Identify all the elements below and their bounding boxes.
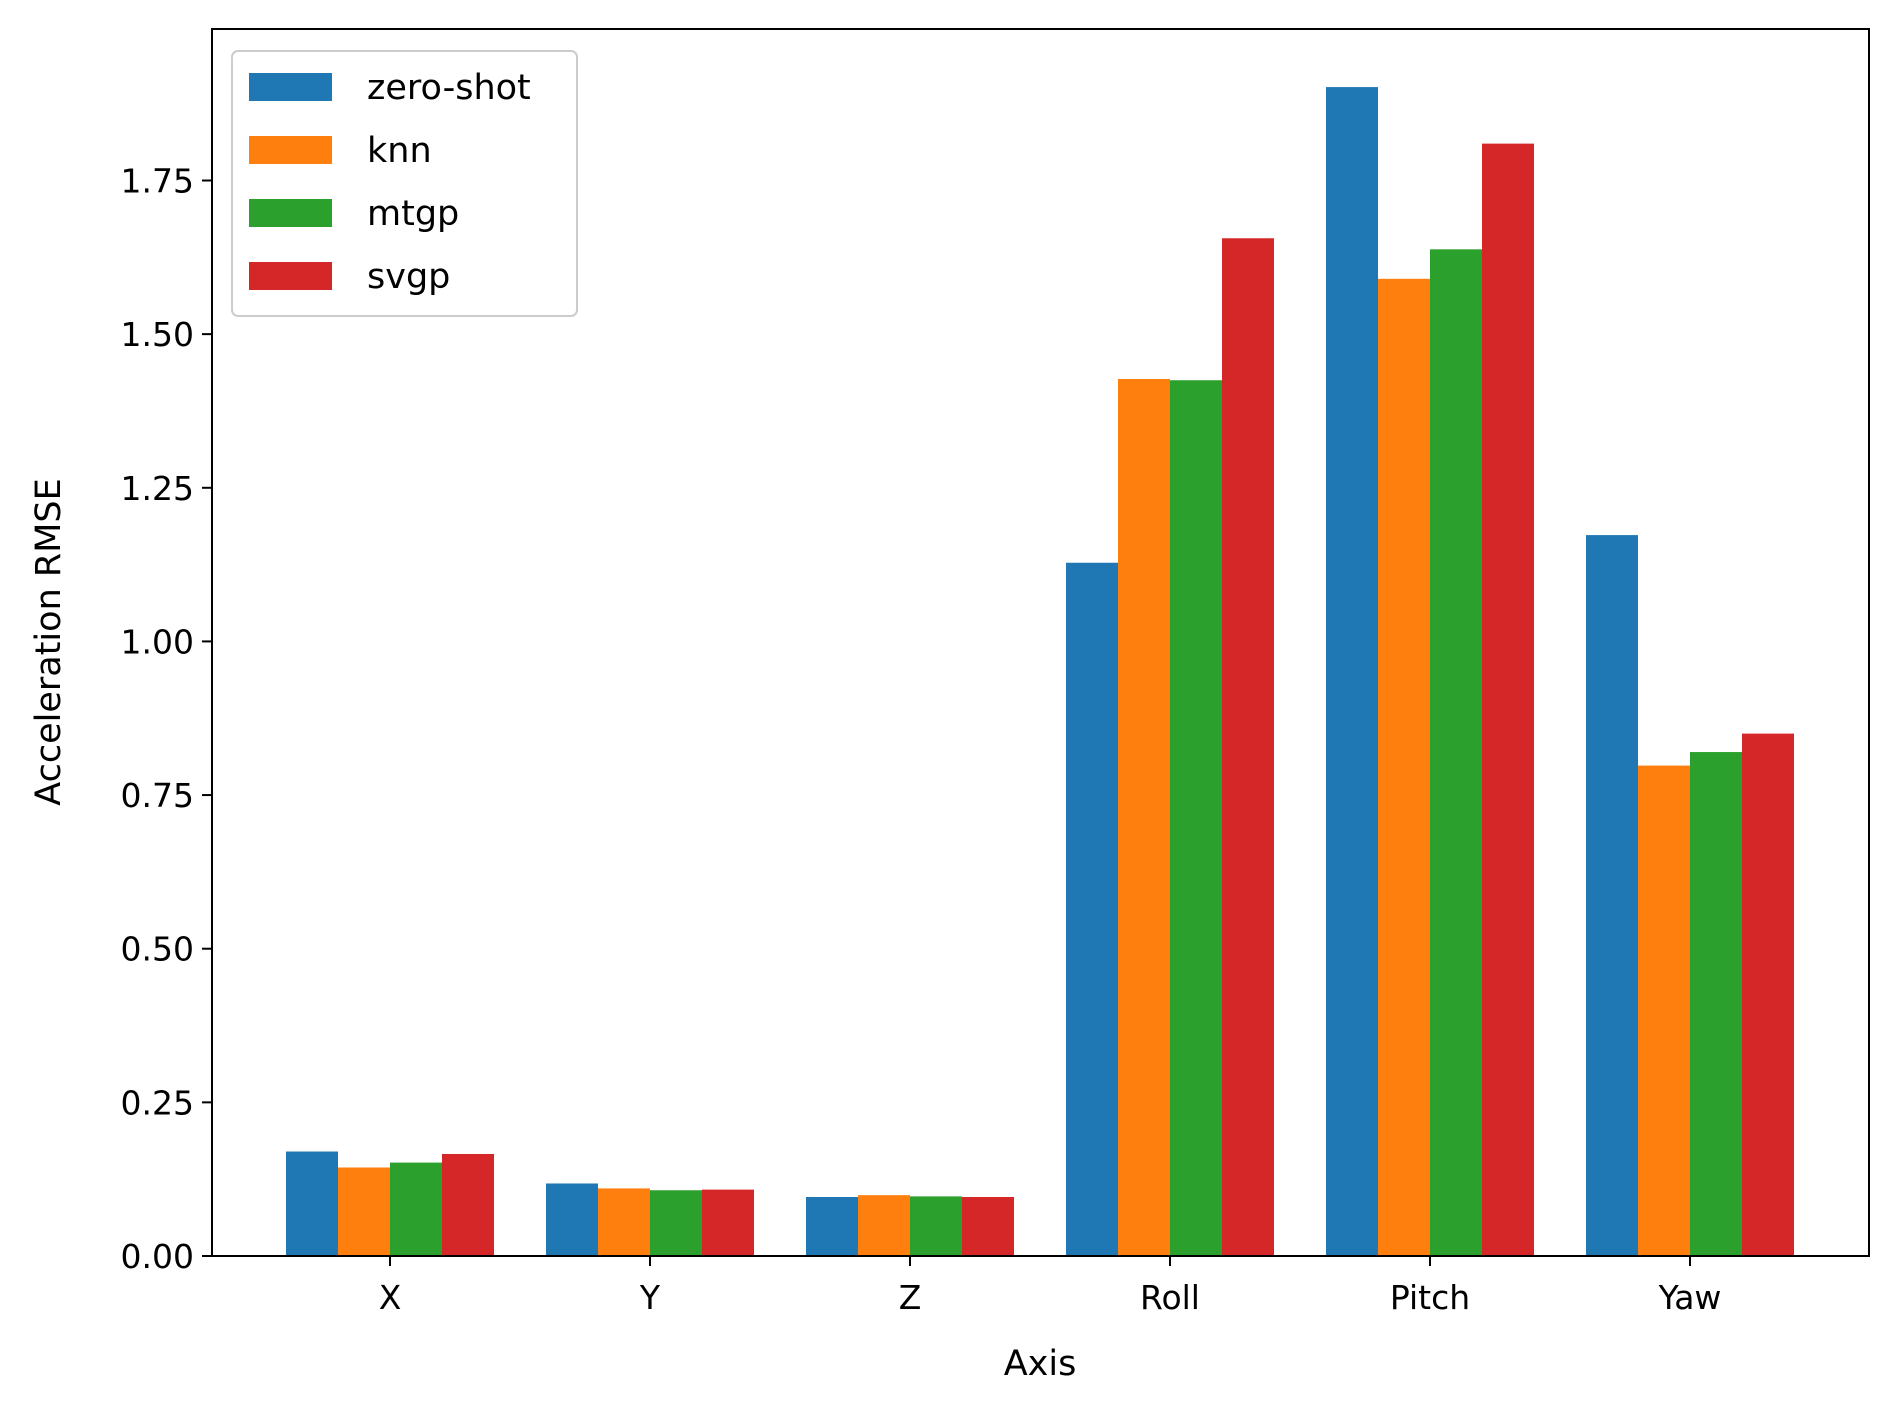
y-tick-label: 0.00 <box>121 1237 194 1276</box>
plot-frame <box>211 28 1870 1257</box>
bar-svgp-pitch <box>1482 143 1534 1256</box>
bar-zero-shot-pitch <box>1326 87 1378 1257</box>
x-axis-ticks: X Y Z Roll Pitch Yaw <box>379 1256 1722 1317</box>
bar-knn-roll <box>1118 379 1170 1256</box>
y-tick-label: 1.25 <box>121 469 194 508</box>
y-axis-label: Acceleration RMSE <box>29 478 69 805</box>
y-tick-label: 1.50 <box>121 315 194 354</box>
bars-layer <box>286 87 1794 1257</box>
legend-label-zero-shot: zero-shot <box>367 68 531 108</box>
bar-svgp-yaw <box>1742 733 1794 1256</box>
bar-zero-shot-roll <box>1066 562 1118 1256</box>
bar-svgp-roll <box>1222 238 1274 1256</box>
x-tick-label-y: Y <box>639 1278 661 1317</box>
x-tick-label-x: X <box>379 1278 402 1317</box>
bar-knn-y <box>598 1188 650 1256</box>
x-tick-label-pitch: Pitch <box>1390 1278 1470 1317</box>
bar-mtgp-y <box>650 1190 702 1256</box>
x-tick-label-yaw: Yaw <box>1658 1278 1722 1317</box>
bar-mtgp-pitch <box>1430 249 1482 1256</box>
y-tick-label: 1.75 <box>121 161 194 200</box>
bar-zero-shot-z <box>806 1197 858 1256</box>
bar-svgp-z <box>962 1197 1014 1256</box>
legend-label-svgp: svgp <box>367 257 450 297</box>
y-tick-label: 0.75 <box>121 776 194 815</box>
bar-mtgp-roll <box>1170 380 1222 1257</box>
y-tick-label: 0.25 <box>121 1083 194 1122</box>
y-axis-ticks: 0.00 0.25 0.50 0.75 1.00 1.25 1.50 1.75 <box>121 161 212 1276</box>
bar-mtgp-z <box>910 1196 962 1256</box>
bar-svgp-y <box>702 1189 754 1256</box>
legend: zero-shot knn mtgp svgp <box>231 50 578 317</box>
x-tick-label-roll: Roll <box>1140 1278 1200 1317</box>
legend-label-knn: knn <box>367 131 432 171</box>
bar-knn-pitch <box>1378 278 1430 1256</box>
x-axis-label: Axis <box>1004 1344 1077 1384</box>
legend-box <box>231 50 578 317</box>
legend-swatch-svgp <box>249 262 332 290</box>
bar-mtgp-yaw <box>1690 752 1742 1256</box>
y-tick-label: 1.00 <box>121 622 194 661</box>
x-tick-label-z: Z <box>899 1278 922 1317</box>
legend-swatch-knn <box>249 136 332 164</box>
bar-zero-shot-y <box>546 1183 598 1256</box>
bar-zero-shot-x <box>286 1151 338 1256</box>
bar-knn-x <box>338 1167 390 1256</box>
bar-mtgp-x <box>390 1162 442 1256</box>
bar-knn-z <box>858 1195 910 1256</box>
y-tick-label: 0.50 <box>121 930 194 969</box>
bar-svgp-x <box>442 1153 494 1256</box>
legend-swatch-mtgp <box>249 199 332 227</box>
bar-knn-yaw <box>1638 765 1690 1256</box>
legend-label-mtgp: mtgp <box>367 194 459 234</box>
bar-zero-shot-yaw <box>1586 535 1638 1256</box>
legend-swatch-zero-shot <box>249 73 332 101</box>
